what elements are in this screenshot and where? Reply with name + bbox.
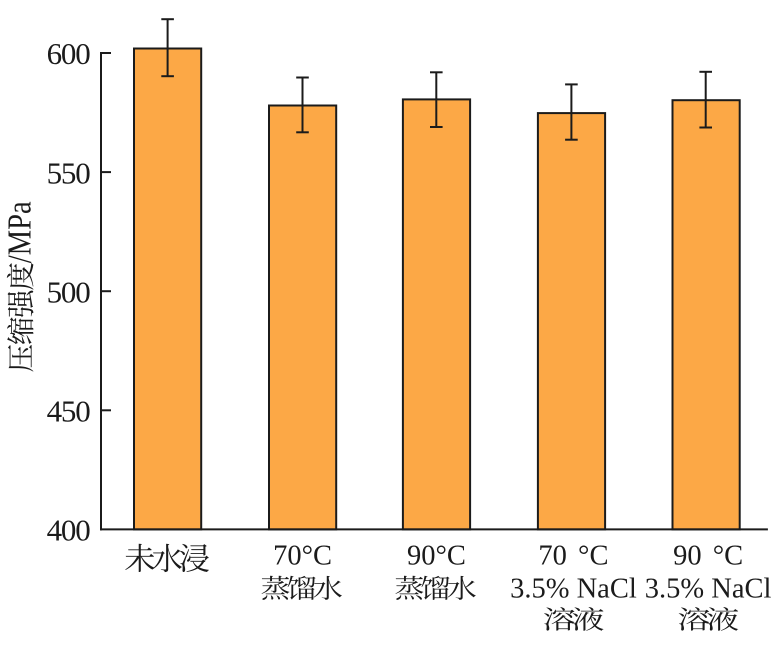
svg-text:3.5% NaCl: 3.5% NaCl [645, 574, 772, 605]
svg-text:90°C: 90°C [407, 540, 466, 571]
svg-text:400: 400 [47, 513, 91, 548]
svg-text:90 °C: 90 °C [673, 540, 743, 571]
svg-text:3.5% NaCl: 3.5% NaCl [510, 574, 637, 605]
svg-text:600: 600 [47, 36, 91, 71]
svg-text:70 °C: 70 °C [538, 540, 608, 571]
svg-text:70°C: 70°C [273, 540, 332, 571]
svg-text:500: 500 [47, 274, 91, 309]
svg-text:550: 550 [47, 155, 91, 190]
svg-text:/MPa: /MPa [2, 201, 39, 263]
svg-text:450: 450 [47, 394, 91, 429]
